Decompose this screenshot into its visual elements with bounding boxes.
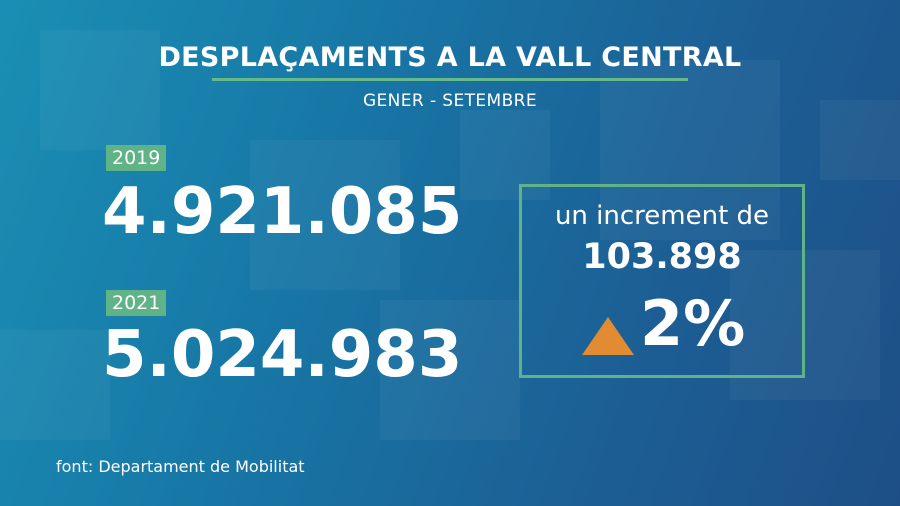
trips-value-2021: 5.024.983 [102, 318, 463, 392]
increase-box: un increment de 103.898 2% [519, 184, 805, 378]
page-title: DESPLAÇAMENTS A LA VALL CENTRAL [158, 42, 742, 73]
year-badge-2021: 2021 [106, 290, 167, 316]
triangle-up-icon [582, 317, 634, 355]
year-badge-2019: 2019 [106, 145, 167, 171]
background-square [250, 140, 400, 290]
increase-value: 103.898 [582, 237, 742, 277]
increase-caption: un increment de [554, 201, 770, 231]
title-underline [212, 78, 688, 81]
background-square [820, 100, 900, 180]
background-square [380, 300, 520, 440]
trips-value-2019: 4.921.085 [102, 175, 463, 249]
background-square [0, 330, 110, 440]
background-square [40, 30, 160, 150]
increase-percent: 2% [640, 287, 746, 360]
background-square [600, 60, 780, 240]
period-subtitle: GENER - SETEMBRE [362, 91, 538, 111]
source-note: font: Departament de Mobilitat [56, 457, 305, 476]
